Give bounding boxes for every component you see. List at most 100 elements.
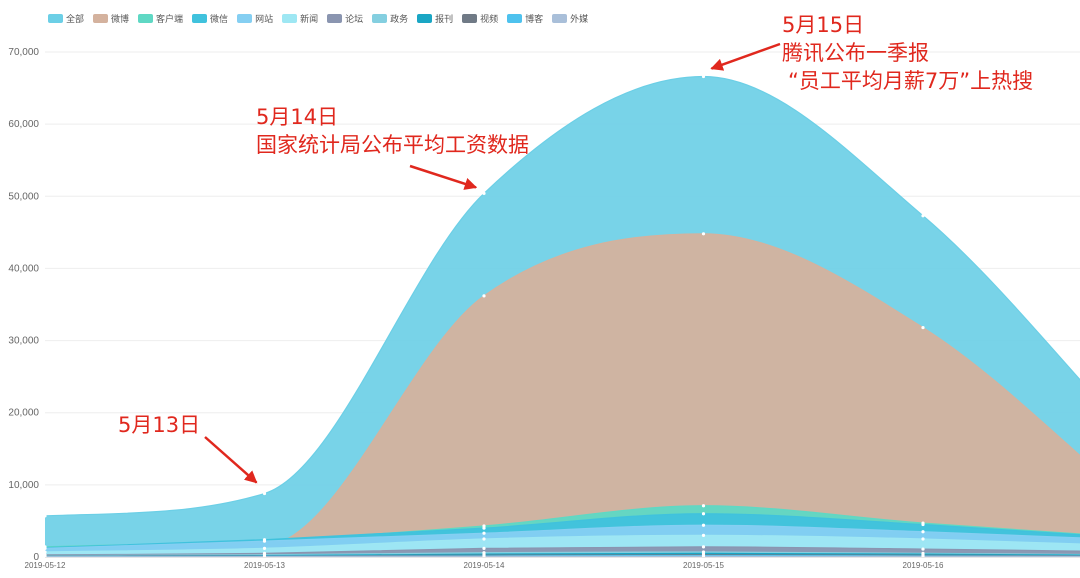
series-line — [45, 551, 1080, 557]
data-point[interactable] — [701, 504, 706, 508]
data-point[interactable] — [701, 74, 706, 79]
legend-swatch — [507, 13, 523, 23]
annotation-text: 5月13日 — [118, 413, 200, 437]
legend-label: 政务 — [390, 14, 409, 25]
x-tick-label: 2019-05-13 — [244, 561, 285, 570]
legend-label: 微博 — [111, 14, 130, 25]
x-tick-label: 2019-05-15 — [683, 561, 724, 570]
legend-swatch — [192, 13, 208, 23]
annotation-text: 5月14日 — [256, 105, 338, 129]
legend-swatch — [462, 13, 478, 23]
plot-area — [43, 74, 1080, 558]
data-point[interactable] — [262, 491, 267, 496]
legend-item[interactable]: 全部 — [48, 12, 84, 25]
data-point[interactable] — [262, 539, 267, 543]
data-point[interactable] — [43, 555, 47, 558]
legend-item[interactable]: 客户端 — [138, 12, 183, 25]
x-tick-label: 2019-05-16 — [903, 561, 944, 570]
legend-swatch — [417, 13, 433, 23]
legend-label: 论坛 — [345, 14, 364, 25]
data-point[interactable] — [43, 514, 47, 518]
y-tick-label: 0 — [33, 552, 39, 563]
legend-swatch — [327, 13, 343, 23]
legend-label: 全部 — [66, 14, 85, 25]
y-tick-label: 30,000 — [8, 336, 39, 347]
legend-swatch — [48, 13, 63, 23]
data-point[interactable] — [262, 555, 267, 558]
legend-swatch — [282, 13, 298, 23]
data-point[interactable] — [701, 232, 706, 236]
data-point[interactable] — [921, 530, 925, 534]
legend-item[interactable]: 视频 — [462, 12, 498, 25]
y-tick-label: 60,000 — [8, 119, 39, 130]
data-point[interactable] — [701, 523, 706, 527]
legend-label: 报刊 — [435, 14, 454, 25]
legend-label: 视频 — [480, 14, 499, 25]
data-point[interactable] — [921, 522, 925, 527]
legend-item[interactable]: 网站 — [237, 12, 273, 25]
legend-label: 网站 — [255, 14, 274, 25]
data-point[interactable] — [701, 554, 706, 558]
x-tick-label: 2019-05-14 — [464, 561, 505, 570]
legend-swatch — [552, 13, 568, 23]
y-tick-label: 50,000 — [8, 191, 39, 202]
chart-legend: 全部 微博 客户端 微信 网站 新闻 论坛 政务 报刊 视频 博客 外媒 — [48, 11, 597, 25]
annotation-text: 腾讯公布一季报 — [782, 41, 929, 65]
data-point[interactable] — [262, 546, 267, 550]
y-tick-label: 40,000 — [8, 263, 39, 274]
series-line — [45, 524, 1080, 549]
data-point[interactable] — [701, 545, 706, 549]
data-point[interactable] — [482, 546, 486, 550]
legend-item[interactable]: 微博 — [93, 12, 129, 25]
area-series — [45, 233, 1080, 557]
legend-item[interactable]: 博客 — [507, 12, 543, 25]
data-point[interactable] — [701, 533, 706, 537]
series-line — [45, 555, 1080, 557]
data-point[interactable] — [482, 294, 486, 298]
legend-item[interactable]: 新闻 — [282, 12, 318, 25]
x-tick-label: 2019-05-12 — [25, 561, 66, 570]
data-point[interactable] — [921, 325, 925, 330]
legend-label: 客户端 — [156, 14, 184, 25]
legend-swatch — [138, 13, 154, 23]
data-point[interactable] — [921, 554, 925, 558]
annotation-text: 5月15日 — [782, 13, 864, 37]
y-tick-label: 10,000 — [8, 480, 39, 491]
data-point[interactable] — [482, 191, 486, 195]
data-point[interactable] — [701, 512, 706, 516]
legend-item[interactable]: 微信 — [192, 12, 228, 25]
annotation-arrow — [710, 42, 781, 71]
annotation-text: 国家统计局公布平均工资数据 — [256, 133, 529, 157]
data-point[interactable] — [482, 531, 486, 535]
series-line — [45, 513, 1080, 549]
y-tick-label: 70,000 — [8, 47, 39, 58]
data-point[interactable] — [43, 550, 47, 554]
annotation: 5月13日 — [118, 413, 258, 484]
data-point[interactable] — [921, 214, 925, 218]
legend-label: 博客 — [525, 14, 544, 25]
legend-item[interactable]: 外媒 — [552, 12, 588, 25]
annotation-text: “员工平均月薪7万”上热搜 — [788, 69, 1033, 93]
data-point[interactable] — [482, 526, 486, 530]
legend-item[interactable]: 论坛 — [327, 12, 363, 25]
data-point[interactable] — [921, 547, 925, 551]
data-point[interactable] — [43, 546, 47, 550]
legend-item[interactable]: 政务 — [372, 12, 408, 25]
data-point[interactable] — [482, 537, 486, 541]
legend-label: 微信 — [210, 14, 229, 25]
annotation-arrow — [204, 436, 258, 484]
legend-swatch — [93, 13, 109, 23]
series-line — [45, 534, 1080, 553]
legend-item[interactable]: 报刊 — [417, 12, 453, 25]
legend-label: 外媒 — [570, 14, 589, 25]
series-line — [45, 546, 1080, 556]
y-tick-label: 20,000 — [8, 408, 39, 419]
data-point[interactable] — [482, 554, 486, 558]
legend-swatch — [237, 13, 253, 23]
legend-label: 新闻 — [300, 14, 319, 25]
data-point[interactable] — [921, 537, 925, 541]
annotation-arrow — [409, 164, 478, 190]
